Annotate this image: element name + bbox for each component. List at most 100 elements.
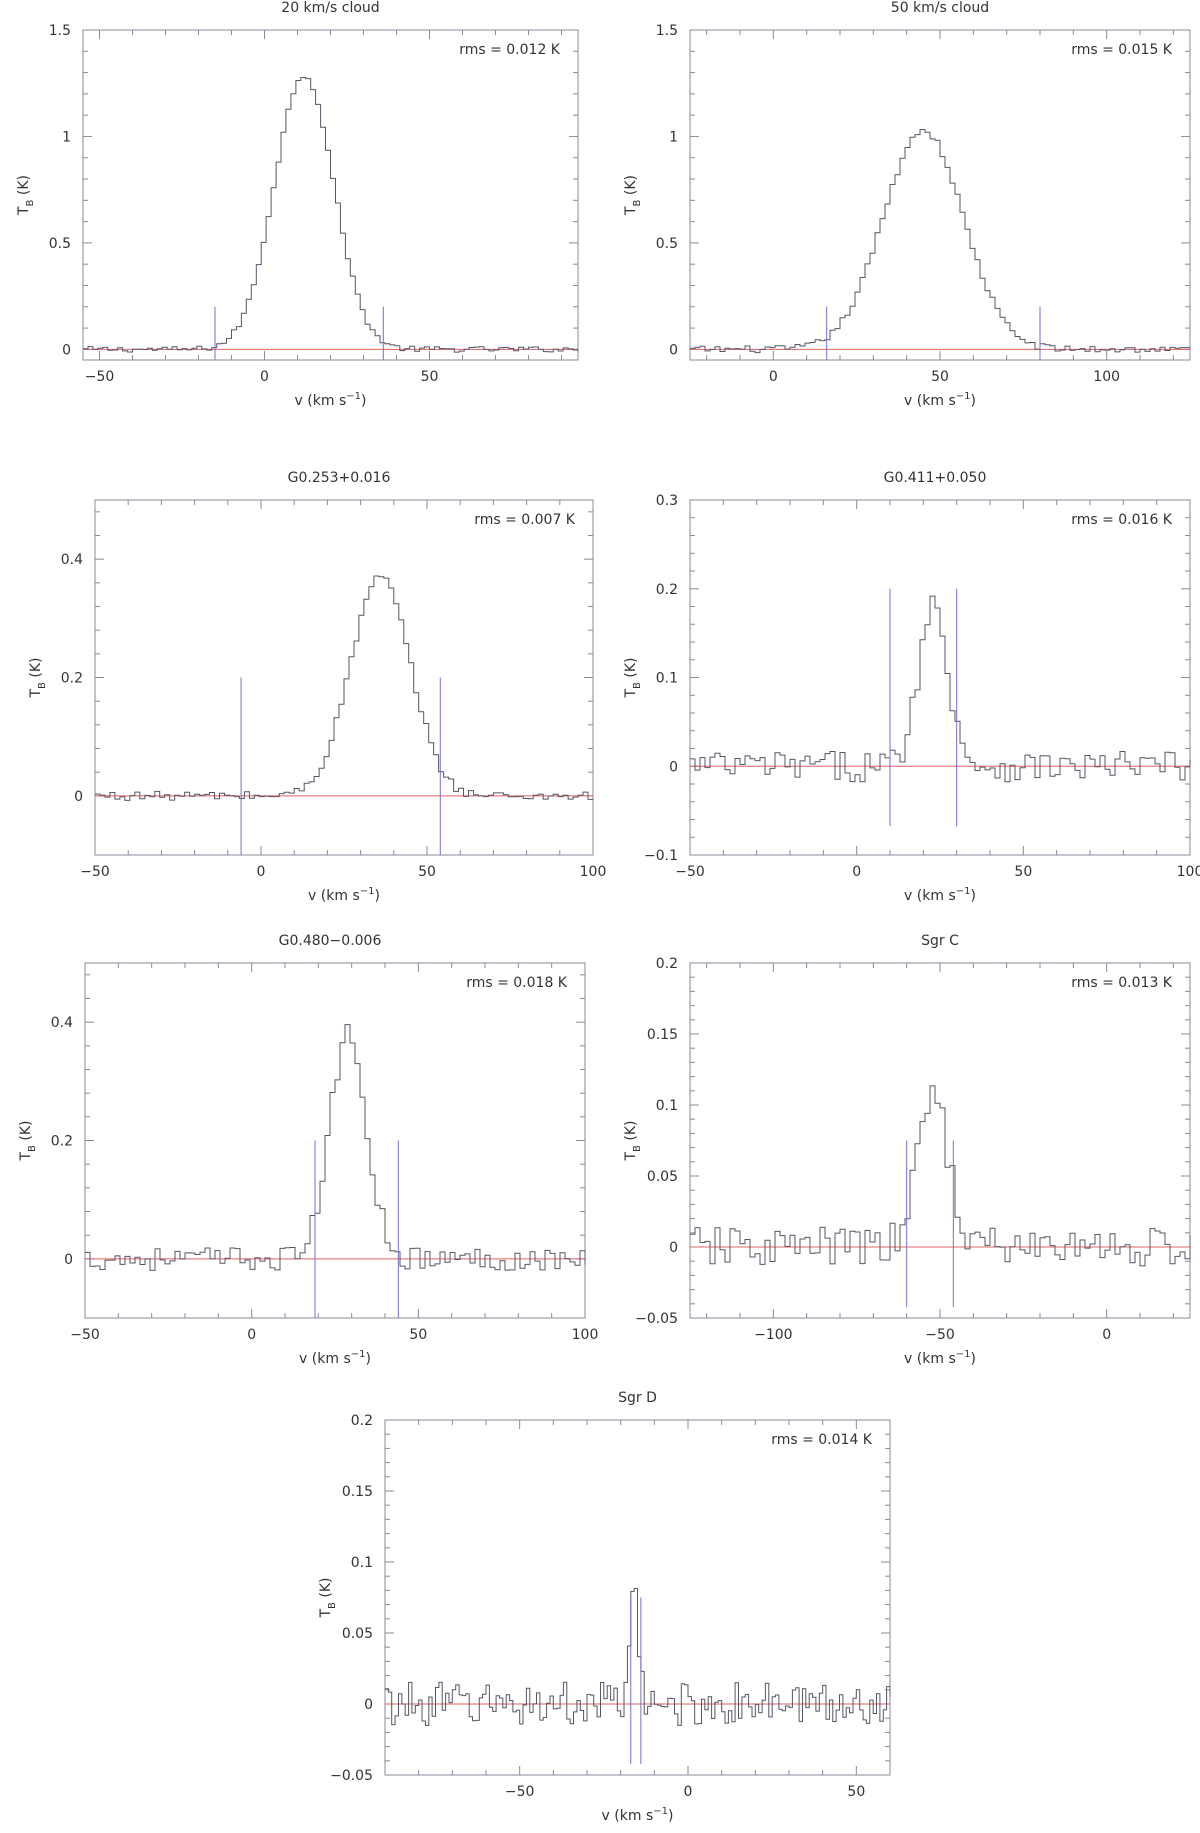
spectrum-panel: −50 0 50 100 0 0.2 0.4 G0.253+0.016 rms = 0.007 … — [28, 470, 606, 904]
y-tick-label: 0.5 — [49, 236, 71, 252]
x-tick-label: 50 — [418, 864, 436, 880]
x-tick-label: 50 — [1014, 864, 1032, 880]
y-tick-label: 0.05 — [342, 1626, 373, 1642]
y-tick-label: 1 — [62, 129, 71, 145]
panel-title: Sgr C — [921, 933, 959, 949]
y-tick-label: 0.1 — [656, 671, 678, 687]
y-tick-label: 0.3 — [656, 493, 678, 509]
y-tick-label: −0.1 — [644, 848, 678, 864]
rms-annotation: rms = 0.013 K — [1071, 975, 1173, 991]
y-tick-label: 1.5 — [49, 23, 71, 39]
y-tick-label: 0.2 — [656, 582, 678, 598]
rms-annotation: rms = 0.014 K — [771, 1432, 873, 1448]
y-axis-label: TB (K) — [623, 1121, 643, 1162]
y-tick-label: 1.5 — [656, 23, 678, 39]
y-tick-label: 0 — [669, 342, 678, 358]
y-tick-label: −0.05 — [330, 1768, 373, 1784]
x-tick-label: −50 — [80, 864, 110, 880]
x-tick-label: 100 — [572, 1327, 599, 1343]
spectrum-trace — [95, 575, 594, 801]
y-tick-label: 0.4 — [61, 552, 83, 568]
x-axis-label: v (km s−1) — [602, 1806, 674, 1824]
x-axis-label: v (km s−1) — [295, 391, 367, 409]
x-tick-label: 0 — [769, 369, 778, 385]
y-tick-label: 0.2 — [656, 956, 678, 972]
y-tick-label: 0.2 — [351, 1413, 373, 1429]
y-tick-label: 0 — [669, 759, 678, 775]
y-tick-label: 0 — [74, 789, 83, 805]
x-tick-label: 100 — [580, 864, 607, 880]
spectrum-panel: −50 0 50 100 0 0.2 0.4 G0.480−0.006 rms = 0.018 … — [18, 933, 598, 1367]
x-tick-label: 50 — [847, 1784, 865, 1800]
y-tick-label: 0.1 — [351, 1555, 373, 1571]
spectrum-trace — [385, 1588, 891, 1726]
rms-annotation: rms = 0.018 K — [466, 975, 568, 991]
spectrum-panel: 0 50 100 0 0.5 1 1.5 50 km/s cloud rms = 0.015 K… — [623, 0, 1191, 409]
y-axis-label: TB (K) — [16, 175, 36, 216]
plot-frame — [84, 962, 586, 1319]
y-tick-label: 0.5 — [656, 236, 678, 252]
y-tick-label: 0.15 — [647, 1027, 678, 1043]
x-axis-label: v (km s−1) — [904, 391, 976, 409]
panel-title: 20 km/s cloud — [281, 0, 379, 16]
y-axis-label: TB (K) — [28, 658, 48, 699]
spectrum-trace — [690, 595, 1191, 783]
x-tick-label: −50 — [85, 369, 115, 385]
rms-annotation: rms = 0.007 K — [474, 512, 576, 528]
y-tick-label: 0.2 — [51, 1134, 73, 1150]
spectrum-panel: −100 −50 0 −0.05 0 0.05 0.1 0.15 0.2 Sgr C rms = 0… — [623, 933, 1191, 1367]
plot-frame — [82, 29, 579, 361]
x-tick-label: 50 — [409, 1327, 427, 1343]
plot-frame — [689, 29, 1191, 361]
rms-annotation: rms = 0.016 K — [1071, 512, 1173, 528]
x-tick-label: −100 — [754, 1327, 792, 1343]
spectrum-trace — [690, 1085, 1191, 1267]
x-tick-label: 0 — [247, 1327, 256, 1343]
plot-frame — [689, 499, 1191, 856]
y-axis-label: TB (K) — [318, 1578, 338, 1619]
y-axis-label: TB (K) — [18, 1121, 38, 1162]
y-tick-label: 0.4 — [51, 1015, 73, 1031]
y-tick-label: −0.05 — [635, 1311, 678, 1327]
y-tick-label: 0 — [64, 1252, 73, 1268]
y-tick-label: 0.15 — [342, 1484, 373, 1500]
panel-title: 50 km/s cloud — [891, 0, 989, 16]
y-tick-label: 1 — [669, 129, 678, 145]
x-tick-label: −50 — [70, 1327, 100, 1343]
x-axis-label: v (km s−1) — [904, 1349, 976, 1367]
y-tick-label: 0.1 — [656, 1098, 678, 1114]
x-tick-label: 0 — [260, 369, 269, 385]
spectrum-trace — [83, 77, 579, 353]
plot-frame — [384, 1419, 891, 1776]
panel-title: G0.253+0.016 — [288, 470, 391, 486]
rms-annotation: rms = 0.012 K — [459, 42, 561, 58]
x-tick-label: 50 — [931, 369, 949, 385]
x-tick-label: −50 — [925, 1327, 955, 1343]
y-axis-label: TB (K) — [623, 658, 643, 699]
y-tick-label: 0.2 — [61, 671, 83, 687]
spectrum-panel: −50 0 50 0 0.5 1 1.5 20 km/s cloud rms = 0.012 K… — [16, 0, 579, 409]
y-tick-label: 0 — [364, 1697, 373, 1713]
x-axis-label: v (km s−1) — [308, 886, 380, 904]
spectrum-panel: −50 0 50 100 −0.1 0 0.1 0.2 0.3 G0.411+0.050 rms =… — [623, 470, 1200, 904]
spectrum-trace — [690, 129, 1191, 354]
x-axis-label: v (km s−1) — [904, 886, 976, 904]
plot-frame — [94, 499, 594, 856]
spectrum-trace — [85, 1024, 586, 1271]
x-tick-label: 50 — [421, 369, 439, 385]
y-tick-label: 0 — [669, 1240, 678, 1256]
x-axis-label: v (km s−1) — [299, 1349, 371, 1367]
panel-title: Sgr D — [618, 1390, 657, 1406]
x-tick-label: 100 — [1093, 369, 1120, 385]
y-tick-label: 0.05 — [647, 1169, 678, 1185]
spectrum-panel: −50 0 50 −0.05 0 0.05 0.1 0.15 0.2 Sgr D rms = 0.0… — [318, 1390, 891, 1824]
x-tick-label: −50 — [675, 864, 705, 880]
y-axis-label: TB (K) — [623, 175, 643, 216]
x-tick-label: 0 — [257, 864, 266, 880]
x-tick-label: 0 — [1102, 1327, 1111, 1343]
x-tick-label: 100 — [1177, 864, 1200, 880]
x-tick-label: −50 — [505, 1784, 535, 1800]
x-tick-label: 0 — [684, 1784, 693, 1800]
rms-annotation: rms = 0.015 K — [1071, 42, 1173, 58]
